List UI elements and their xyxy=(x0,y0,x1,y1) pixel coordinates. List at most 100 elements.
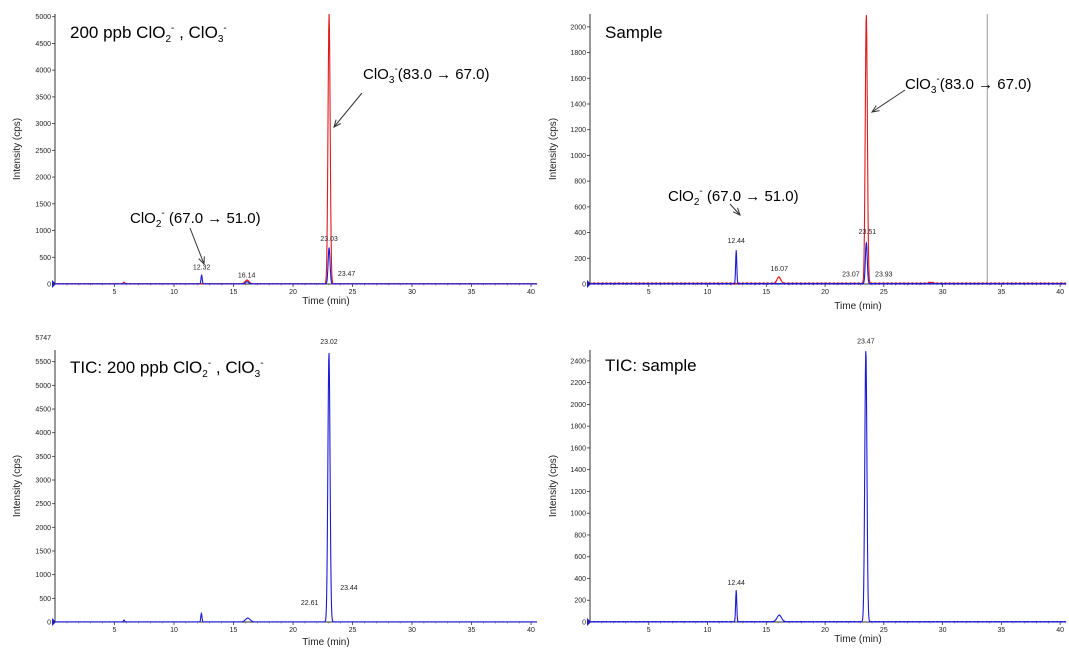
y-tick-label: 1600 xyxy=(570,445,586,452)
y-tick-label: 1800 xyxy=(570,424,586,431)
y-axis-label: Intensity (cps) xyxy=(548,118,559,180)
x-tick-label: 30 xyxy=(408,289,416,296)
x-tick-label: 20 xyxy=(821,289,829,296)
chart-panel-4: 0 200 400 600 800 1000 1200 1400 1600 1800 2000 220… xyxy=(548,338,1067,645)
y-tick-label: 4000 xyxy=(35,430,51,437)
y-tick-label: 5000 xyxy=(35,383,51,390)
y-tick-label: 600 xyxy=(574,204,586,211)
y-tick-label: 400 xyxy=(574,576,586,583)
y-tick-label: 4500 xyxy=(35,41,51,48)
x-tick-label: 35 xyxy=(997,627,1005,634)
x-tick-label: 20 xyxy=(289,289,297,296)
x-tick-label: 40 xyxy=(527,627,535,634)
y-tick-label: 800 xyxy=(574,179,586,186)
y-tick-label: 1500 xyxy=(35,549,51,556)
x-tick-label: 15 xyxy=(230,627,238,634)
y-tick-label: 2200 xyxy=(570,380,586,387)
x-tick-label: 40 xyxy=(1056,289,1064,296)
y-tick-label: 2000 xyxy=(35,175,51,182)
x-tick-label: 30 xyxy=(939,627,947,634)
y-tick-label: 1500 xyxy=(35,201,51,208)
y-tick-label: 2000 xyxy=(35,525,51,532)
x-tick-label: 40 xyxy=(527,289,535,296)
y-axis-label: Intensity (cps) xyxy=(12,455,23,517)
peak-label: 23.03 xyxy=(320,236,338,243)
x-tick-label: 30 xyxy=(408,627,416,634)
panel-title: 200 ppb ClO2- , ClO3- xyxy=(70,23,227,45)
y-axis-label: Intensity (cps) xyxy=(548,455,559,517)
series-trace-2 xyxy=(54,247,538,285)
peak-label: 23.02 xyxy=(320,339,338,346)
x-tick-label: 10 xyxy=(704,627,712,634)
x-tick-label: 5 xyxy=(113,627,117,634)
ion-transition-label: ClO3-(83.0 → 67.0) xyxy=(363,64,489,86)
peak-label: 23.47 xyxy=(857,338,875,345)
ion-transition-label: ClO3-(83.0 → 67.0) xyxy=(905,74,1031,96)
y-tick-label: 200 xyxy=(574,598,586,605)
x-tick-label: 20 xyxy=(289,627,297,634)
chart-panel-3: 0 500 1000 1500 2000 2500 3000 3500 4000 4500 5000… xyxy=(12,335,538,648)
y-tick-label: 2000 xyxy=(570,24,586,31)
y-tick-label: 1800 xyxy=(570,50,586,57)
y-tick-label: 0 xyxy=(47,620,51,627)
peak-label: 23.44 xyxy=(340,585,358,592)
x-axis-label: Time (min) xyxy=(302,296,349,307)
chart-panel-1: 0 500 1000 1500 2000 2500 3000 3500 4000 4500 5000… xyxy=(12,13,538,307)
y-tick-label: 500 xyxy=(39,255,51,262)
series-trace-1 xyxy=(589,15,1067,286)
annotation-arrow-head xyxy=(198,256,205,266)
x-tick-label: 30 xyxy=(939,289,947,296)
y-tick-label: 5500 xyxy=(35,359,51,366)
y-tick-label: 400 xyxy=(574,230,586,237)
x-tick-label: 20 xyxy=(821,627,829,634)
x-axis-label: Time (min) xyxy=(834,301,881,312)
annotation-arrow-line xyxy=(871,89,906,113)
y-tick-label: 1200 xyxy=(570,489,586,496)
y-tick-label: 0 xyxy=(582,620,586,627)
x-tick-label: 40 xyxy=(1056,627,1064,634)
peak-label: 12.32 xyxy=(193,265,211,272)
y-tick-label: 1200 xyxy=(570,127,586,134)
x-tick-label: 25 xyxy=(880,627,888,634)
series-trace-2 xyxy=(589,241,1067,285)
y-tick-label: 800 xyxy=(574,532,586,539)
peak-label: 12.44 xyxy=(727,238,745,245)
x-tick-label: 35 xyxy=(468,289,476,296)
peak-label: 12.44 xyxy=(727,580,745,587)
peak-label: 16.07 xyxy=(770,266,788,273)
y-tick-label: 500 xyxy=(39,596,51,603)
peak-label: 22.61 xyxy=(301,600,319,607)
y-tick-label: 2400 xyxy=(570,358,586,365)
y-tick-label: 3000 xyxy=(35,478,51,485)
series-trace-1 xyxy=(54,352,538,623)
x-tick-label: 25 xyxy=(880,289,888,296)
x-tick-label: 5 xyxy=(647,289,651,296)
x-tick-label: 10 xyxy=(170,627,178,634)
x-tick-label: 10 xyxy=(170,289,178,296)
peak-label: 23.93 xyxy=(875,271,893,278)
y-top-tick-label: 5747 xyxy=(35,335,51,342)
y-tick-label: 5000 xyxy=(35,14,51,21)
chart-panel-2: 0 200 400 600 800 1000 1200 1400 1600 1800 2000 5 10… xyxy=(548,14,1067,312)
ion-transition-label: ClO2- (67.0 → 51.0) xyxy=(130,208,261,230)
y-tick-label: 1600 xyxy=(570,76,586,83)
x-axis-label: Time (min) xyxy=(302,637,349,648)
y-tick-label: 200 xyxy=(574,256,586,263)
y-tick-label: 4500 xyxy=(35,407,51,414)
annotation-arrow-head xyxy=(870,105,880,113)
panel-title: Sample xyxy=(605,23,663,42)
peak-label: 23.47 xyxy=(338,271,356,278)
annotation-arrow-line xyxy=(333,92,363,128)
y-tick-label: 1000 xyxy=(570,511,586,518)
y-tick-label: 4000 xyxy=(35,68,51,75)
y-tick-label: 1000 xyxy=(35,228,51,235)
annotation-arrow-line xyxy=(729,203,741,216)
x-tick-label: 35 xyxy=(997,289,1005,296)
y-tick-label: 2000 xyxy=(570,402,586,409)
y-axis-label: Intensity (cps) xyxy=(12,118,23,180)
y-tick-label: 1000 xyxy=(570,153,586,160)
y-tick-label: 1400 xyxy=(570,467,586,474)
x-tick-label: 10 xyxy=(704,289,712,296)
ion-transition-label: ClO2- (67.0 → 51.0) xyxy=(668,186,799,208)
